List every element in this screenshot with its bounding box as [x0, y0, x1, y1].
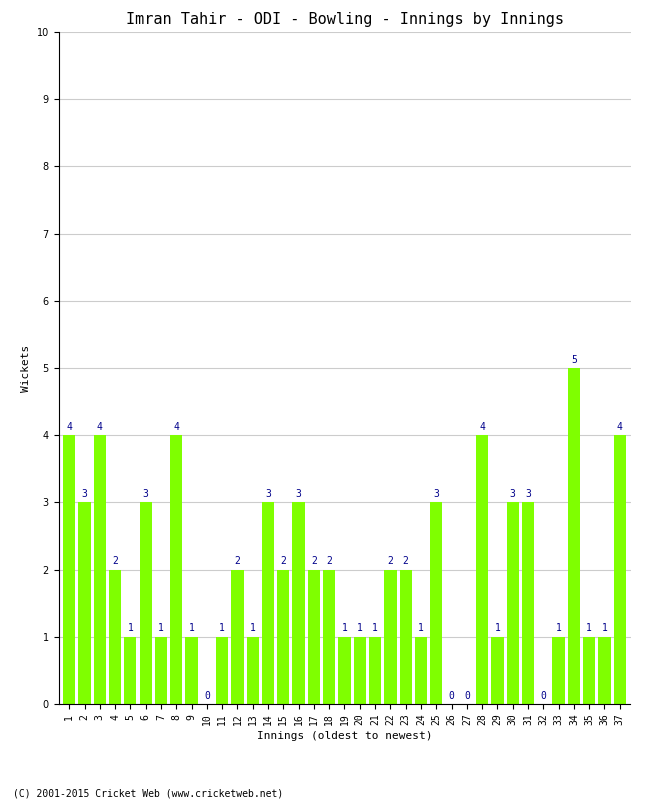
Bar: [506, 502, 519, 704]
Bar: [384, 570, 396, 704]
Bar: [491, 637, 504, 704]
Text: 3: 3: [525, 489, 531, 499]
Title: Imran Tahir - ODI - Bowling - Innings by Innings: Imran Tahir - ODI - Bowling - Innings by…: [125, 12, 564, 26]
Bar: [614, 435, 626, 704]
Bar: [246, 637, 259, 704]
Bar: [599, 637, 610, 704]
Text: 2: 2: [112, 556, 118, 566]
Bar: [369, 637, 381, 704]
Bar: [231, 570, 244, 704]
Bar: [323, 570, 335, 704]
Bar: [522, 502, 534, 704]
Text: 1: 1: [158, 623, 164, 634]
Text: 0: 0: [464, 690, 470, 701]
Text: 1: 1: [341, 623, 348, 634]
Bar: [415, 637, 427, 704]
Text: 2: 2: [387, 556, 393, 566]
Text: 1: 1: [372, 623, 378, 634]
Text: 3: 3: [434, 489, 439, 499]
Text: 1: 1: [219, 623, 225, 634]
Bar: [63, 435, 75, 704]
Text: 1: 1: [188, 623, 194, 634]
Text: (C) 2001-2015 Cricket Web (www.cricketweb.net): (C) 2001-2015 Cricket Web (www.cricketwe…: [13, 788, 283, 798]
Text: 3: 3: [265, 489, 271, 499]
Bar: [583, 637, 595, 704]
Bar: [354, 637, 366, 704]
Text: 0: 0: [448, 690, 454, 701]
Bar: [94, 435, 106, 704]
Text: 0: 0: [204, 690, 210, 701]
Text: 1: 1: [127, 623, 133, 634]
Bar: [79, 502, 90, 704]
Bar: [140, 502, 152, 704]
Text: 3: 3: [296, 489, 302, 499]
Bar: [476, 435, 488, 704]
Text: 4: 4: [617, 422, 623, 432]
X-axis label: Innings (oldest to newest): Innings (oldest to newest): [257, 731, 432, 741]
Bar: [430, 502, 443, 704]
Text: 2: 2: [403, 556, 409, 566]
Text: 2: 2: [235, 556, 240, 566]
Text: 2: 2: [311, 556, 317, 566]
Text: 1: 1: [586, 623, 592, 634]
Bar: [552, 637, 565, 704]
Bar: [216, 637, 228, 704]
Bar: [292, 502, 305, 704]
Bar: [568, 368, 580, 704]
Text: 1: 1: [250, 623, 255, 634]
Text: 4: 4: [479, 422, 485, 432]
Bar: [308, 570, 320, 704]
Text: 1: 1: [357, 623, 363, 634]
Bar: [124, 637, 136, 704]
Bar: [155, 637, 167, 704]
Text: 0: 0: [540, 690, 546, 701]
Text: 1: 1: [601, 623, 608, 634]
Text: 5: 5: [571, 354, 577, 365]
Bar: [109, 570, 121, 704]
Y-axis label: Wickets: Wickets: [21, 344, 31, 392]
Text: 4: 4: [97, 422, 103, 432]
Bar: [262, 502, 274, 704]
Bar: [185, 637, 198, 704]
Text: 1: 1: [418, 623, 424, 634]
Text: 2: 2: [326, 556, 332, 566]
Bar: [170, 435, 183, 704]
Bar: [400, 570, 412, 704]
Text: 4: 4: [66, 422, 72, 432]
Text: 3: 3: [510, 489, 515, 499]
Text: 3: 3: [81, 489, 88, 499]
Text: 4: 4: [174, 422, 179, 432]
Text: 2: 2: [280, 556, 286, 566]
Bar: [277, 570, 289, 704]
Text: 1: 1: [556, 623, 562, 634]
Text: 3: 3: [143, 489, 149, 499]
Bar: [339, 637, 350, 704]
Text: 1: 1: [495, 623, 501, 634]
